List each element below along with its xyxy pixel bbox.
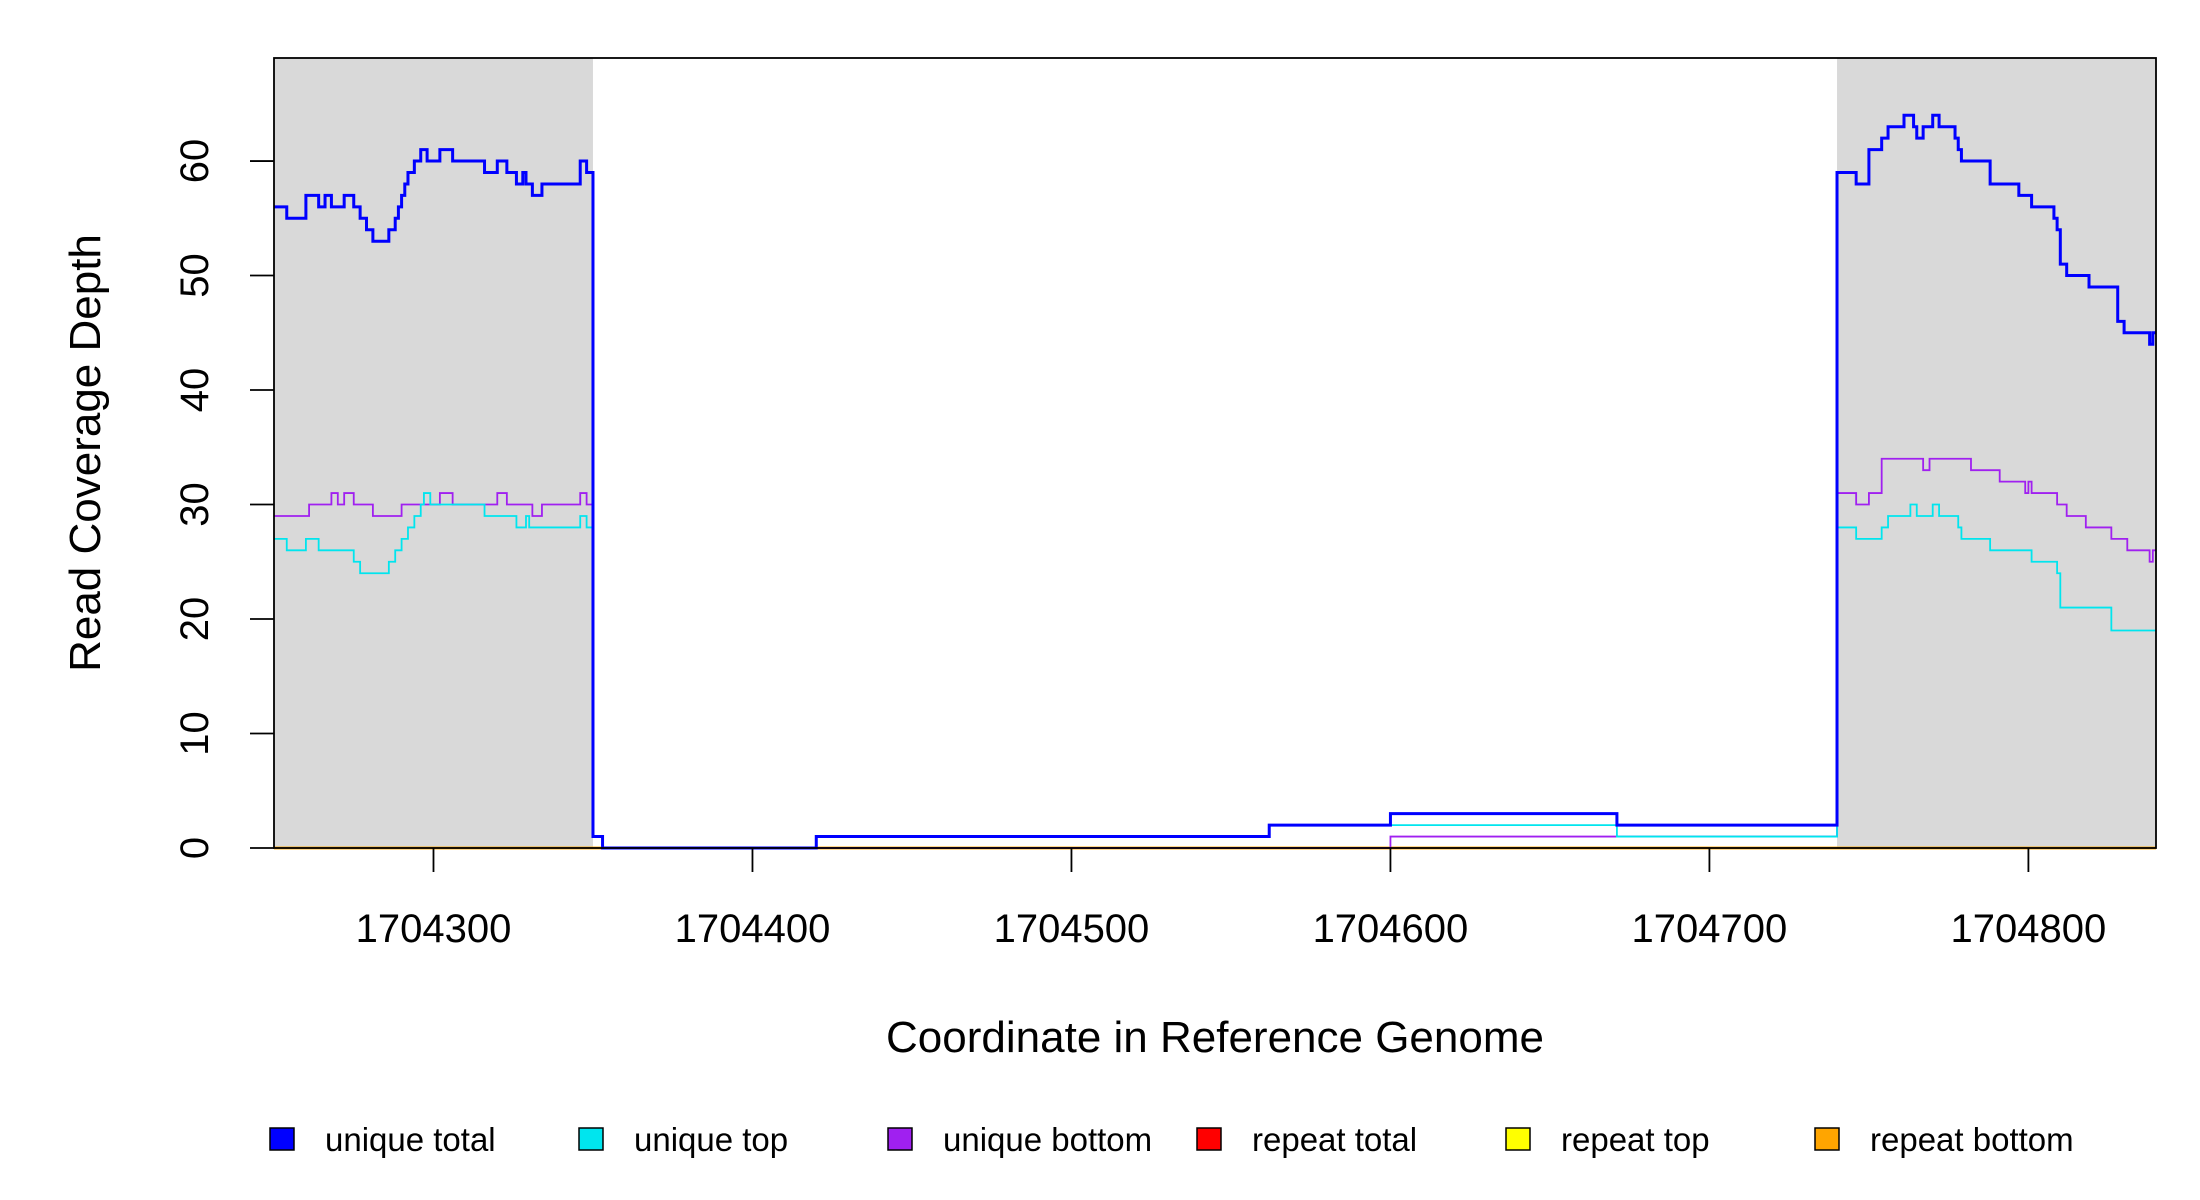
x-axis: 1704300 1704400 1704500 1704600 1704700 17048…: [356, 848, 2107, 951]
x-axis-label: Coordinate in Reference Genome: [886, 1013, 1544, 1062]
y-axis-label: Read Coverage Depth: [61, 234, 110, 672]
x-tick-label: 1704700: [1632, 907, 1788, 951]
legend-item: unique total: [269, 1121, 496, 1158]
legend-label: unique top: [634, 1121, 788, 1158]
plot-frame: [273, 57, 2157, 849]
y-tick-label: 10: [173, 711, 217, 756]
x-tick-label: 1704800: [1951, 907, 2107, 951]
series-line-unique-total: [274, 113, 2156, 850]
x-tick-label: 1704500: [994, 907, 1150, 951]
legend-label: unique total: [325, 1121, 496, 1158]
y-tick-label: 40: [173, 368, 217, 413]
legend-item: repeat top: [1505, 1121, 1710, 1158]
legend-swatch: [887, 1127, 913, 1151]
y-tick-label: 50: [173, 253, 217, 298]
legend-label: repeat total: [1252, 1121, 1417, 1158]
shaded-region: [1837, 58, 2156, 848]
legend-item: unique bottom: [887, 1121, 1152, 1158]
legend-label: repeat bottom: [1870, 1121, 2074, 1158]
x-tick-label: 1704600: [1313, 907, 1469, 951]
y-tick-label: 60: [173, 139, 217, 184]
x-tick-label: 1704400: [675, 907, 831, 951]
legend-swatch: [1196, 1127, 1222, 1151]
legend-swatch: [269, 1127, 295, 1151]
shaded-region: [274, 58, 593, 848]
legend-item: repeat total: [1196, 1121, 1417, 1158]
y-axis: 0 10 20 30 40 50 60: [173, 139, 274, 859]
y-tick-label: 30: [173, 482, 217, 527]
legend-item: unique top: [578, 1121, 788, 1158]
legend-swatch: [578, 1127, 604, 1151]
y-tick-label: 20: [173, 597, 217, 642]
x-tick-label: 1704300: [356, 907, 512, 951]
series-line-unique-bottom: [274, 457, 2156, 849]
legend-swatch: [1814, 1127, 1840, 1151]
legend-swatch: [1505, 1127, 1531, 1151]
legend-label: unique bottom: [943, 1121, 1152, 1158]
legend-label: repeat top: [1561, 1121, 1710, 1158]
legend: unique total unique top unique bottom repea…: [269, 1121, 2074, 1158]
y-tick-label: 0: [173, 837, 217, 859]
shaded-regions: [274, 58, 2156, 848]
legend-item: repeat bottom: [1814, 1121, 2074, 1158]
